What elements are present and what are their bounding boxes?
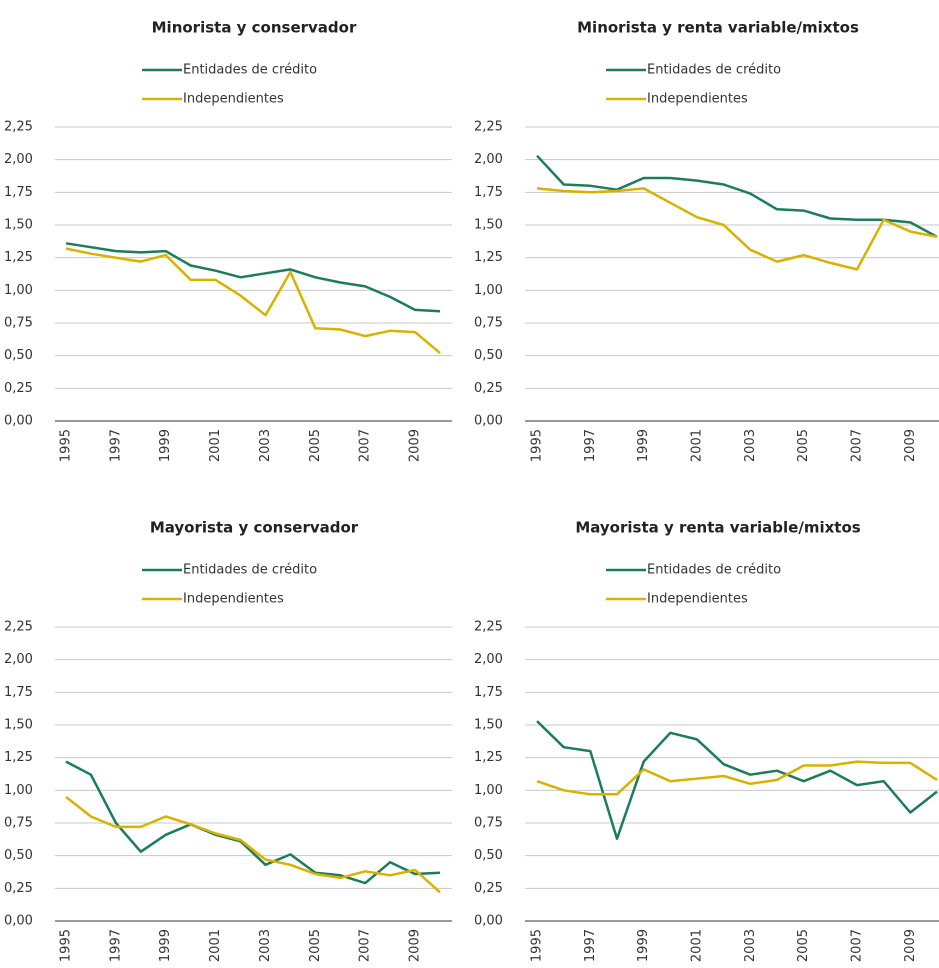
x-tick-label: 1997 — [583, 429, 598, 462]
y-tick-label: 0,00 — [4, 914, 33, 929]
y-tick-label: 1,50 — [4, 718, 33, 733]
y-tick-label: 0,25 — [474, 381, 503, 396]
x-tick-label: 2005 — [308, 429, 323, 462]
x-tick-label: 2009 — [903, 429, 918, 462]
x-tick-label: 1995 — [59, 429, 74, 462]
x-tick-label: 2007 — [358, 929, 373, 962]
chart-title: Minorista y conservador — [152, 19, 357, 37]
x-tick-label: 2007 — [850, 429, 865, 462]
y-tick-label: 0,00 — [4, 414, 33, 429]
y-tick-label: 1,25 — [4, 750, 33, 765]
chart-title: Mayorista y conservador — [150, 519, 359, 537]
y-tick-label: 0,50 — [4, 348, 33, 363]
x-tick-label: 2009 — [408, 929, 423, 962]
x-tick-label: 1997 — [583, 929, 598, 962]
x-tick-label: 1999 — [636, 929, 651, 962]
y-tick-label: 0,00 — [474, 414, 503, 429]
x-tick-label: 1997 — [108, 429, 123, 462]
series-line — [536, 187, 938, 271]
chart-title: Minorista y renta variable/mixtos — [577, 19, 859, 37]
y-tick-label: 0,25 — [4, 881, 33, 896]
y-tick-label: 2,25 — [4, 120, 33, 135]
y-tick-label: 1,75 — [474, 185, 503, 200]
y-tick-label: 1,50 — [4, 218, 33, 233]
y-tick-label: 2,25 — [4, 620, 33, 635]
x-tick-label: 2003 — [743, 929, 758, 962]
y-tick-label: 1,50 — [474, 218, 503, 233]
y-tick-label: 0,50 — [474, 348, 503, 363]
y-tick-label: 2,00 — [4, 152, 33, 167]
y-tick-label: 0,50 — [474, 848, 503, 863]
series-line — [65, 760, 441, 885]
y-tick-label: 1,75 — [4, 685, 33, 700]
x-tick-label: 2003 — [258, 929, 273, 962]
y-tick-label: 1,50 — [474, 718, 503, 733]
y-tick-label: 0,25 — [4, 381, 33, 396]
x-tick-label: 1997 — [108, 929, 123, 962]
y-tick-label: 0,00 — [474, 914, 503, 929]
x-tick-label: 2007 — [850, 929, 865, 962]
x-tick-label: 2005 — [308, 929, 323, 962]
x-tick-label: 2001 — [208, 929, 223, 962]
y-tick-label: 0,75 — [4, 816, 33, 831]
y-tick-label: 1,25 — [474, 750, 503, 765]
y-tick-label: 0,25 — [474, 881, 503, 896]
y-tick-label: 1,75 — [474, 685, 503, 700]
y-tick-label: 1,25 — [4, 250, 33, 265]
y-tick-label: 0,75 — [474, 816, 503, 831]
x-tick-label: 2005 — [796, 429, 811, 462]
x-tick-label: 2003 — [258, 429, 273, 462]
legend-label: Entidades de crédito — [183, 563, 317, 578]
x-tick-label: 1995 — [59, 929, 74, 962]
legend-label: Entidades de crédito — [647, 63, 781, 78]
y-tick-label: 1,25 — [474, 250, 503, 265]
series-line — [536, 760, 938, 796]
x-tick-label: 2001 — [208, 429, 223, 462]
x-tick-label: 2001 — [690, 429, 705, 462]
x-tick-label: 1999 — [158, 429, 173, 462]
x-tick-label: 1995 — [530, 929, 545, 962]
y-tick-label: 0,75 — [4, 316, 33, 331]
series-line — [536, 154, 938, 238]
y-tick-label: 1,00 — [474, 283, 503, 298]
y-tick-label: 1,00 — [474, 783, 503, 798]
y-tick-label: 1,75 — [4, 185, 33, 200]
x-tick-label: 2001 — [690, 929, 705, 962]
y-tick-label: 0,50 — [4, 848, 33, 863]
y-tick-label: 1,00 — [4, 283, 33, 298]
x-tick-label: 1999 — [636, 429, 651, 462]
y-tick-label: 2,00 — [4, 652, 33, 667]
legend-label: Independientes — [647, 592, 748, 607]
x-tick-label: 2003 — [743, 429, 758, 462]
y-tick-label: 2,00 — [474, 652, 503, 667]
series-line — [65, 795, 441, 894]
x-tick-label: 2009 — [408, 429, 423, 462]
x-tick-label: 1999 — [158, 929, 173, 962]
legend-label: Independientes — [647, 92, 748, 107]
series-line — [65, 242, 441, 313]
chart-title: Mayorista y renta variable/mixtos — [575, 519, 860, 537]
x-tick-label: 1995 — [530, 429, 545, 462]
x-tick-label: 2007 — [358, 429, 373, 462]
legend-label: Entidades de crédito — [183, 63, 317, 78]
y-tick-label: 2,25 — [474, 120, 503, 135]
legend-label: Independientes — [183, 92, 284, 107]
x-tick-label: 2009 — [903, 929, 918, 962]
y-tick-label: 2,25 — [474, 620, 503, 635]
y-tick-label: 0,75 — [474, 316, 503, 331]
legend-label: Entidades de crédito — [647, 563, 781, 578]
x-tick-label: 2005 — [796, 929, 811, 962]
series-line — [65, 247, 441, 355]
legend-label: Independientes — [183, 592, 284, 607]
y-tick-label: 2,00 — [474, 152, 503, 167]
y-tick-label: 1,00 — [4, 783, 33, 798]
